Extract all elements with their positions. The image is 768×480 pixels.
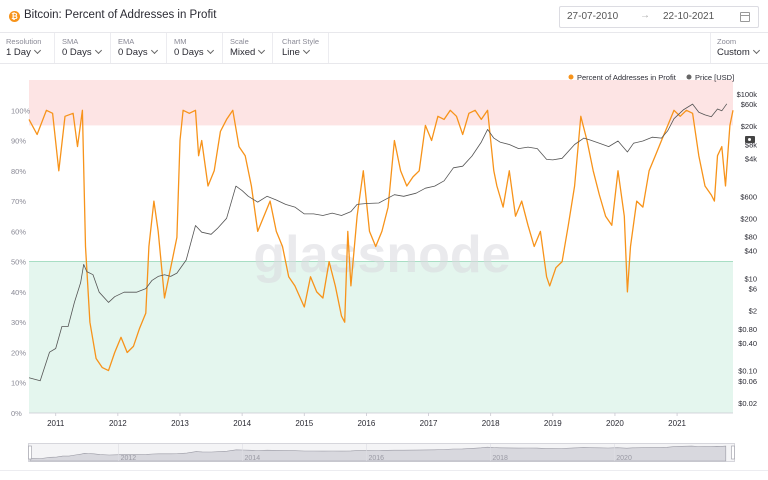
mm-value[interactable]: 0 Days <box>174 46 214 58</box>
x-tick-label: 2018 <box>482 419 500 428</box>
y-left-tick: 80% <box>11 167 26 176</box>
navigator-svg[interactable]: 2012 2014 2016 2018 2020 <box>28 443 735 462</box>
zoom-select[interactable]: Zoom Custom <box>710 33 768 63</box>
chart-svg: glassnode 0% 10% 20% 30% 40% 50% 60% 70% 80% 90% 1… <box>11 73 758 428</box>
bitcoin-icon: ₿ <box>9 11 20 22</box>
y-right-tick: $4k <box>745 154 757 163</box>
chart-style-value[interactable]: Line <box>282 46 311 58</box>
y-right-tick: $0.10 <box>738 367 757 376</box>
chart-toolbar: Resolution 1 Day SMA 0 Days EMA 0 Days M… <box>0 33 768 64</box>
x-tick-label: 2012 <box>109 419 127 428</box>
ema-select[interactable]: EMA 0 Days <box>112 33 167 63</box>
y-right-tick: $600 <box>740 192 757 201</box>
ema-value[interactable]: 0 Days <box>118 46 158 58</box>
range-navigator[interactable]: 2012 2014 2016 2018 2020 <box>28 443 735 462</box>
sma-label: SMA <box>62 37 79 46</box>
navigator-tick-label: 2018 <box>492 455 508 462</box>
legend-label-profit[interactable]: Percent of Addresses in Profit <box>577 73 677 82</box>
chevron-down-icon <box>206 46 214 55</box>
x-tick-label: 2020 <box>606 419 624 428</box>
camera-icon[interactable] <box>745 136 755 143</box>
y-right-tick: $60k <box>741 100 758 109</box>
mm-label: MM <box>174 37 187 46</box>
resolution-select[interactable]: Resolution 1 Day <box>0 33 55 63</box>
y-right-tick: $80 <box>744 233 757 242</box>
y-right-tick: $0.80 <box>738 325 757 334</box>
y-right-tick: $20k <box>741 122 758 131</box>
legend-label-price[interactable]: Price [USD] <box>695 73 734 82</box>
scale-select[interactable]: Scale Mixed <box>224 33 273 63</box>
zoom-value[interactable]: Custom <box>717 46 760 58</box>
y-left-tick: 10% <box>11 379 26 388</box>
series-line-1 <box>28 103 728 382</box>
y-left-tick: 30% <box>11 318 26 327</box>
zoom-label: Zoom <box>717 37 737 46</box>
date-to[interactable]: 22-10-2021 <box>663 11 715 22</box>
y-right-tick: $0.06 <box>738 377 757 386</box>
chart-band-0 <box>29 261 733 413</box>
x-tick-label: 2013 <box>171 419 189 428</box>
chevron-down-icon <box>94 46 102 55</box>
chart-style-select[interactable]: Chart Style Line <box>276 33 329 63</box>
legend-swatch-profit <box>568 74 574 80</box>
y-left-tick: 60% <box>11 227 26 236</box>
resolution-label: Resolution <box>6 37 42 46</box>
navigator-handle-left[interactable] <box>28 445 32 460</box>
arrow-right-icon: → <box>640 10 650 21</box>
x-tick-label: 2019 <box>544 419 562 428</box>
x-tick-label: 2015 <box>295 419 313 428</box>
legend-swatch-price <box>686 74 692 80</box>
chart-area: glassnode 0% 10% 20% 30% 40% 50% 60% 70% 80% 90% 1… <box>0 64 768 438</box>
sma-select[interactable]: SMA 0 Days <box>56 33 111 63</box>
y-left-tick: 0% <box>11 409 22 418</box>
y-right-tick: $10 <box>744 274 757 283</box>
y-right-tick: $2 <box>749 307 757 316</box>
x-tick-label: 2016 <box>357 419 375 428</box>
y-right-tick: $200 <box>740 214 757 223</box>
chevron-down-icon <box>150 46 158 55</box>
watermark: glassnode <box>253 226 510 284</box>
chart-style-label: Chart Style <box>282 37 320 46</box>
title-bar: ₿ Bitcoin: Percent of Addresses in Profi… <box>0 0 768 33</box>
y-left-tick: 100% <box>11 106 31 115</box>
x-tick-label: 2014 <box>233 419 251 428</box>
x-tick-label: 2017 <box>420 419 438 428</box>
y-left-tick: 50% <box>11 258 26 267</box>
scale-value[interactable]: Mixed <box>230 46 266 58</box>
chevron-down-icon <box>302 46 311 55</box>
navigator-tick-label: 2012 <box>121 455 137 462</box>
mm-select[interactable]: MM 0 Days <box>168 33 223 63</box>
y-left-tick: 40% <box>11 288 26 297</box>
y-right-tick: $8k <box>745 140 757 149</box>
date-range-picker[interactable]: 27-07-2010 → 22-10-2021 <box>559 6 759 28</box>
x-tick-label: 2011 <box>47 419 65 428</box>
y-right-tick: $0.02 <box>738 399 757 408</box>
calendar-icon[interactable] <box>740 12 750 22</box>
y-left-tick: 90% <box>11 137 26 146</box>
series-line-0 <box>28 109 734 372</box>
navigator-tick-label: 2020 <box>616 455 632 462</box>
y-right-tick: $100k <box>737 90 758 99</box>
ema-label: EMA <box>118 37 135 46</box>
footer-divider <box>0 470 768 471</box>
sma-value[interactable]: 0 Days <box>62 46 102 58</box>
navigator-handle-right[interactable] <box>731 445 735 460</box>
y-right-tick: $0.40 <box>738 339 757 348</box>
navigator-tick-label: 2014 <box>245 455 261 462</box>
scale-label: Scale <box>230 37 249 46</box>
chevron-down-icon <box>33 46 41 55</box>
x-tick-label: 2021 <box>668 419 686 428</box>
y-left-tick: 70% <box>11 197 26 206</box>
y-right-tick: $40 <box>744 247 757 256</box>
chevron-down-icon <box>752 46 760 55</box>
chart-band-1 <box>29 80 733 126</box>
chevron-down-icon <box>258 46 266 55</box>
y-left-tick: 20% <box>11 348 26 357</box>
resolution-value[interactable]: 1 Day <box>6 46 41 58</box>
navigator-tick-label: 2016 <box>368 455 384 462</box>
y-right-tick: $6 <box>749 285 757 294</box>
page-title: Bitcoin: Percent of Addresses in Profit <box>24 9 217 21</box>
date-from[interactable]: 27-07-2010 <box>567 11 619 22</box>
